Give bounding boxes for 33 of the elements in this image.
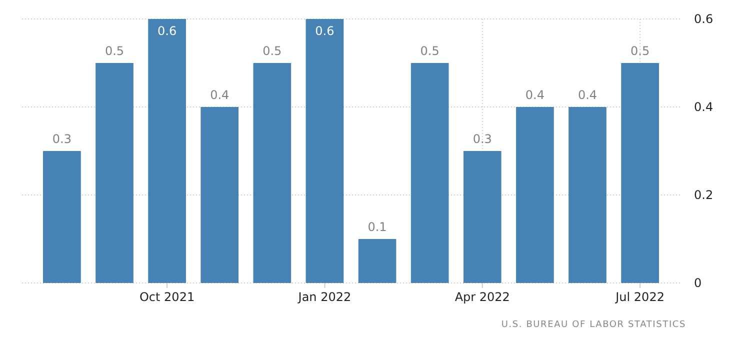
x-tick-label: Jan 2022 xyxy=(297,290,352,304)
y-tick-label: 0.2 xyxy=(694,188,714,202)
data-label: 0.5 xyxy=(630,44,650,58)
data-label: 0.5 xyxy=(104,44,124,58)
bar xyxy=(516,107,554,283)
bar xyxy=(568,107,606,283)
data-label: 0.6 xyxy=(315,24,334,38)
x-tick-label: Oct 2021 xyxy=(140,290,195,304)
x-tick-label: Apr 2022 xyxy=(454,290,510,304)
bar xyxy=(621,63,659,283)
data-label: 0.5 xyxy=(262,44,282,58)
data-label: 0.6 xyxy=(158,24,177,38)
x-tick-label: Jul 2022 xyxy=(614,290,664,304)
bar xyxy=(43,151,81,283)
bar xyxy=(358,239,396,283)
data-label: 0.4 xyxy=(525,88,544,102)
data-label: 0.4 xyxy=(578,88,598,102)
data-label: 0.4 xyxy=(210,88,230,102)
y-tick-label: 0 xyxy=(694,276,702,290)
data-label: 0.5 xyxy=(420,44,440,58)
bar xyxy=(253,63,292,283)
bar xyxy=(306,19,344,283)
bar xyxy=(96,63,134,283)
data-label: 0.3 xyxy=(472,132,492,146)
bar xyxy=(148,19,186,283)
text: U.S. BUREAU OF LABOR STATISTICS xyxy=(501,320,686,330)
bar xyxy=(463,151,502,283)
bar xyxy=(410,63,449,283)
bar xyxy=(200,107,239,283)
data-label: 0.1 xyxy=(368,220,387,234)
y-tick-label: 0.4 xyxy=(694,100,714,114)
y-tick-label: 0.6 xyxy=(694,12,714,26)
data-label: 0.3 xyxy=(52,132,72,146)
